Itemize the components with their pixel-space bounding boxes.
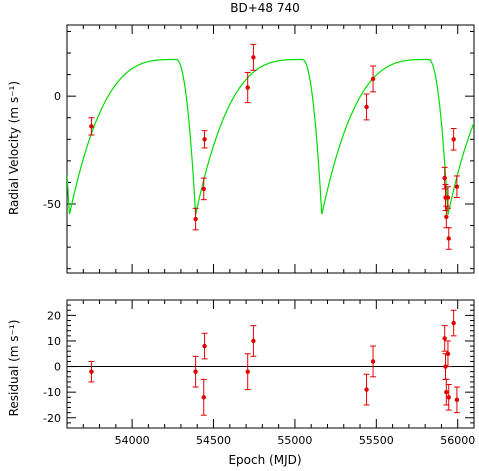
residual-y-tick-label: 20 [47,309,61,322]
residual-data-point [370,359,376,364]
residual-panel-frame [66,299,475,429]
rv-data-point [245,85,250,90]
rv-data-point [451,137,456,142]
x-tick-label: 54000 [115,434,150,447]
x-tick-label: 55000 [277,434,312,447]
rv-data-point [251,55,256,60]
x-axis-label: Epoch (MJD) [228,453,301,467]
residual-data-point [444,389,449,395]
rv-data-point [442,175,447,181]
x-tick-label: 55500 [359,434,394,447]
residual-y-tick-label: 10 [47,335,61,348]
residual-data-point [201,395,206,400]
rv-data-point [202,137,207,142]
rv-data-point [444,214,449,220]
rv-y-tick-label: -50 [43,198,61,211]
x-tick-label: 54500 [196,434,231,447]
residual-y-tick-label: -10 [43,386,61,399]
rv-data-point [89,124,94,129]
rv-data-point [454,184,460,189]
residual-y-tick-label: -20 [43,412,61,425]
rv-panel-frame [66,24,475,274]
residual-data-point [202,343,207,349]
residual-data-point [451,320,456,326]
residual-data-point [193,369,198,374]
rv-data-point [445,195,451,200]
rv-data-point [193,216,198,222]
residual-data-point [454,397,460,403]
chart-title: BD+48 740 [230,1,300,15]
radial-velocity-panel: 0 -50 [43,24,475,274]
x-tick-label: 56000 [440,434,475,447]
residual-data-point [251,338,256,344]
residual-y-tick-label: 0 [54,361,61,374]
bottom-y-axis-label: Residual (m s⁻¹) [7,320,21,417]
rv-data-point [364,104,369,110]
rv-data-point [370,76,376,82]
residual-data-point [446,395,451,400]
rv-y-tick-label: 0 [54,90,61,103]
residual-data-point [445,351,451,356]
residual-data-point [364,387,369,392]
residual-data-point [442,336,447,341]
rv-data-point [201,186,206,192]
residual-panel: 20 10 0 -10 -20 54000 54500 55000 55500 56000 [43,299,475,447]
residual-data-point [245,369,250,374]
orbital-model-curve [67,58,474,215]
residual-data-point [89,369,94,374]
top-y-axis-label: Radial Velocity (m s⁻¹) [7,81,21,215]
rv-data-point [446,236,451,241]
